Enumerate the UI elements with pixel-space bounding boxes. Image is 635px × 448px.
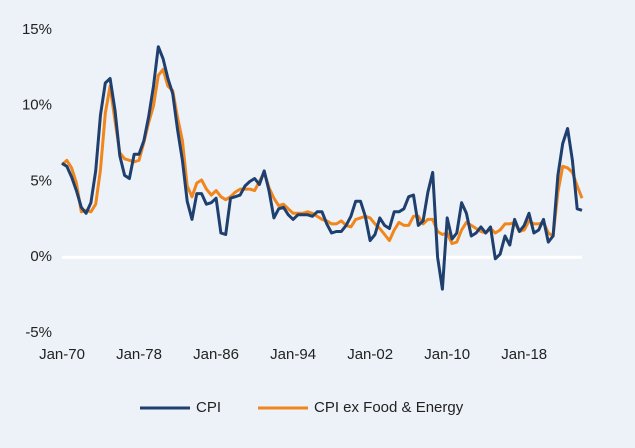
y-tick-label: 0% xyxy=(30,248,52,265)
y-tick-label: 10% xyxy=(22,97,52,114)
x-tick-label: Jan-70 xyxy=(39,346,85,363)
y-tick-label: 15% xyxy=(22,21,52,38)
x-tick-label: Jan-02 xyxy=(347,346,393,363)
y-tick-label: -5% xyxy=(25,324,52,341)
x-tick-label: Jan-78 xyxy=(116,346,162,363)
x-tick-label: Jan-86 xyxy=(193,346,239,363)
y-tick-label: 5% xyxy=(30,172,52,189)
x-tick-label: Jan-10 xyxy=(424,346,470,363)
legend-label: CPI ex Food & Energy xyxy=(314,399,464,416)
series-line xyxy=(61,45,583,291)
series-line xyxy=(60,67,584,246)
x-tick-label: Jan-94 xyxy=(270,346,316,363)
x-tick-label: Jan-18 xyxy=(501,346,547,363)
legend-label: CPI xyxy=(196,399,221,416)
